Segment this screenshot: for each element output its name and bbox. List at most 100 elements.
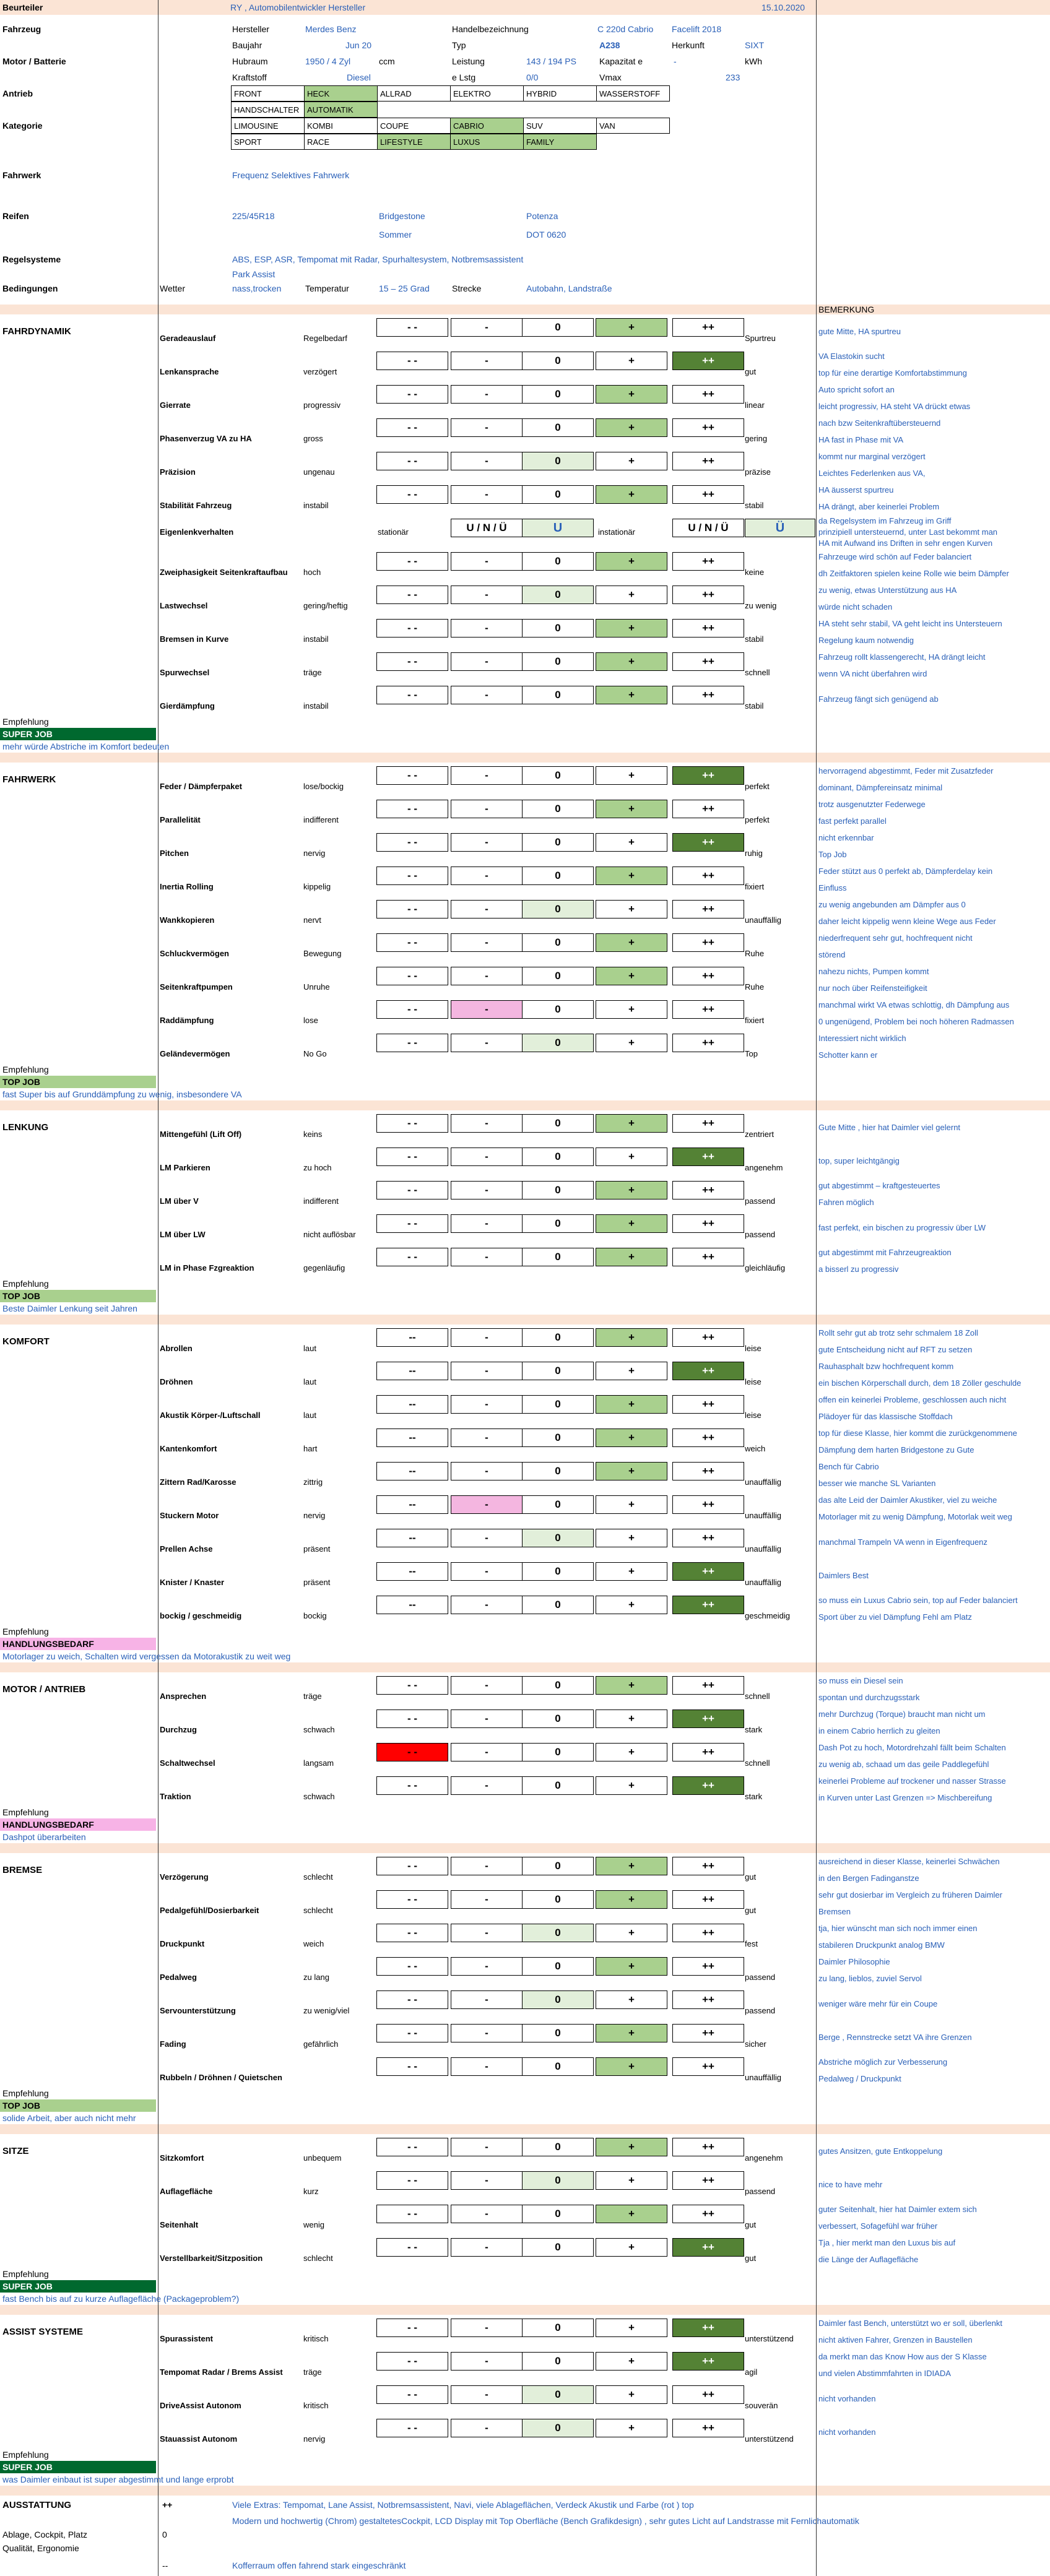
rating-box-z[interactable]: 0 [522, 1248, 594, 1266]
rating-box-m[interactable]: - [451, 1709, 523, 1728]
rating-box-z[interactable]: 0 [522, 1676, 594, 1695]
rating-box-p[interactable]: + [596, 2319, 667, 2337]
rating-box-m[interactable]: - [451, 1596, 523, 1614]
rating-box-z[interactable]: 0 [522, 418, 594, 437]
rating-box-m[interactable]: - [451, 1743, 523, 1761]
rating-box-mm[interactable]: - - [376, 586, 448, 604]
rating-box-mm[interactable]: - - [376, 485, 448, 504]
rating-box-m[interactable]: - [451, 1776, 523, 1795]
rating-box-mm[interactable]: - - [376, 385, 448, 404]
rating-box-m[interactable]: - [451, 900, 523, 918]
rating-box-mm[interactable]: - - [376, 318, 448, 337]
rating-box-z[interactable]: 0 [522, 1395, 594, 1414]
instationary-choice[interactable]: U / N / Ü [672, 519, 744, 537]
rating-box-p[interactable]: + [596, 1462, 667, 1480]
rating-box-z[interactable]: 0 [522, 385, 594, 404]
rating-box-pp[interactable]: ++ [672, 766, 744, 785]
rating-box-p[interactable]: + [596, 1957, 667, 1976]
rating-box-m[interactable]: - [451, 1562, 523, 1581]
rating-box-mm[interactable]: - - [376, 2024, 448, 2042]
rating-box-p[interactable]: + [596, 1114, 667, 1133]
rating-box-z[interactable]: 0 [522, 2205, 594, 2223]
rating-box-m[interactable]: - [451, 2419, 523, 2437]
rating-box-mm[interactable]: -- [376, 1462, 448, 1480]
rating-box-p[interactable]: + [596, 800, 667, 818]
rating-box-mm[interactable]: -- [376, 1495, 448, 1514]
rating-box-p[interactable]: + [596, 418, 667, 437]
rating-box-p[interactable]: + [596, 1743, 667, 1761]
rating-box-m[interactable]: - [451, 1395, 523, 1414]
rating-box-p[interactable]: + [596, 1924, 667, 1942]
rating-box-p[interactable]: + [596, 1362, 667, 1380]
rating-box-m[interactable]: - [451, 1957, 523, 1976]
rating-box-p[interactable]: + [596, 2238, 667, 2257]
rating-box-pp[interactable]: ++ [672, 1709, 744, 1728]
rating-box-z[interactable]: 0 [522, 2024, 594, 2042]
rating-box-z[interactable]: 0 [522, 1957, 594, 1976]
rating-box-m[interactable]: - [451, 652, 523, 671]
rating-box-p[interactable]: + [596, 1676, 667, 1695]
rating-box-m[interactable]: - [451, 1990, 523, 2009]
rating-box-pp[interactable]: ++ [672, 1462, 744, 1480]
rating-box-p[interactable]: + [596, 1529, 667, 1547]
rating-box-m[interactable]: - [451, 1495, 523, 1514]
rating-box-mm[interactable]: - - [376, 1214, 448, 1233]
rating-box-pp[interactable]: ++ [672, 586, 744, 604]
rating-box-pp[interactable]: ++ [672, 1328, 744, 1347]
rating-box-z[interactable]: 0 [522, 619, 594, 638]
rating-box-pp[interactable]: ++ [672, 318, 744, 337]
rating-box-mm[interactable]: - - [376, 1924, 448, 1942]
rating-box-p[interactable]: + [596, 1495, 667, 1514]
rating-box-z[interactable]: 0 [522, 766, 594, 785]
rating-box-pp[interactable]: ++ [672, 833, 744, 852]
rating-box-pp[interactable]: ++ [672, 1248, 744, 1266]
rating-box-pp[interactable]: ++ [672, 1890, 744, 1909]
rating-box-pp[interactable]: ++ [672, 1181, 744, 1199]
rating-box-m[interactable]: - [451, 766, 523, 785]
rating-box-mm[interactable]: - - [376, 418, 448, 437]
rating-box-p[interactable]: + [596, 867, 667, 885]
rating-box-p[interactable]: + [596, 2352, 667, 2371]
rating-box-z[interactable]: 0 [522, 1743, 594, 1761]
rating-box-pp[interactable]: ++ [672, 2024, 744, 2042]
rating-box-p[interactable]: + [596, 1214, 667, 1233]
rating-box-m[interactable]: - [451, 833, 523, 852]
rating-box-mm[interactable]: - - [376, 800, 448, 818]
rating-box-pp[interactable]: ++ [672, 652, 744, 671]
rating-box-mm[interactable]: - - [376, 619, 448, 638]
rating-box-z[interactable]: 0 [522, 1148, 594, 1166]
rating-box-mm[interactable]: - - [376, 552, 448, 571]
rating-box-p[interactable]: + [596, 485, 667, 504]
rating-box-m[interactable]: - [451, 619, 523, 638]
rating-box-pp[interactable]: ++ [672, 1428, 744, 1447]
rating-box-mm[interactable]: -- [376, 1562, 448, 1581]
rating-box-m[interactable]: - [451, 1328, 523, 1347]
rating-box-pp[interactable]: ++ [672, 552, 744, 571]
rating-box-z[interactable]: 0 [522, 1214, 594, 1233]
rating-box-z[interactable]: 0 [522, 1462, 594, 1480]
rating-box-m[interactable]: - [451, 2385, 523, 2404]
rating-box-z[interactable]: 0 [522, 1034, 594, 1052]
rating-box-p[interactable]: + [596, 318, 667, 337]
rating-box-mm[interactable]: - - [376, 1181, 448, 1199]
rating-box-mm[interactable]: - - [376, 1957, 448, 1976]
rating-box-pp[interactable]: ++ [672, 2385, 744, 2404]
rating-box-m[interactable]: - [451, 1362, 523, 1380]
rating-box-p[interactable]: + [596, 552, 667, 571]
rating-box-m[interactable]: - [451, 385, 523, 404]
rating-box-p[interactable]: + [596, 1890, 667, 1909]
rating-box-z[interactable]: 0 [522, 1328, 594, 1347]
rating-box-mm[interactable]: - - [376, 2238, 448, 2257]
rating-box-m[interactable]: - [451, 2057, 523, 2076]
rating-box-p[interactable]: + [596, 933, 667, 952]
rating-box-m[interactable]: - [451, 967, 523, 985]
rating-box-mm[interactable]: - - [376, 867, 448, 885]
rating-box-z[interactable]: 0 [522, 2385, 594, 2404]
rating-box-z[interactable]: 0 [522, 867, 594, 885]
rating-box-z[interactable]: 0 [522, 1495, 594, 1514]
rating-box-pp[interactable]: ++ [672, 1148, 744, 1166]
rating-box-p[interactable]: + [596, 833, 667, 852]
rating-box-p[interactable]: + [596, 1148, 667, 1166]
rating-box-z[interactable]: 0 [522, 586, 594, 604]
rating-box-m[interactable]: - [451, 1890, 523, 1909]
